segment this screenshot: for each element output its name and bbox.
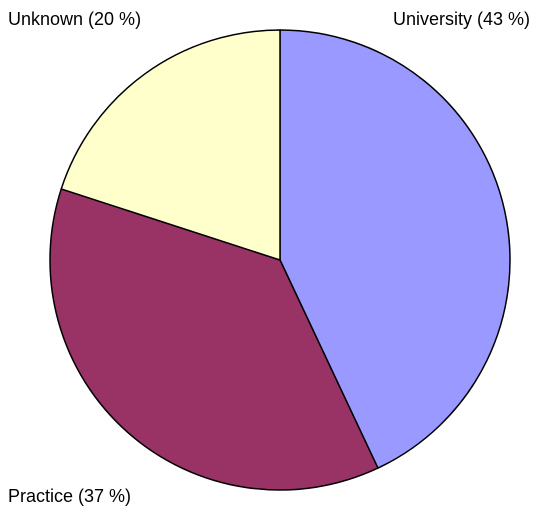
pie-slice (279, 29, 511, 470)
pie-slice (49, 187, 379, 491)
slice-label: University (43 %) (393, 9, 530, 29)
slice-label: Practice (37 %) (8, 486, 131, 506)
pie-slice (60, 29, 281, 262)
slice-label: Unknown (20 %) (8, 9, 141, 29)
